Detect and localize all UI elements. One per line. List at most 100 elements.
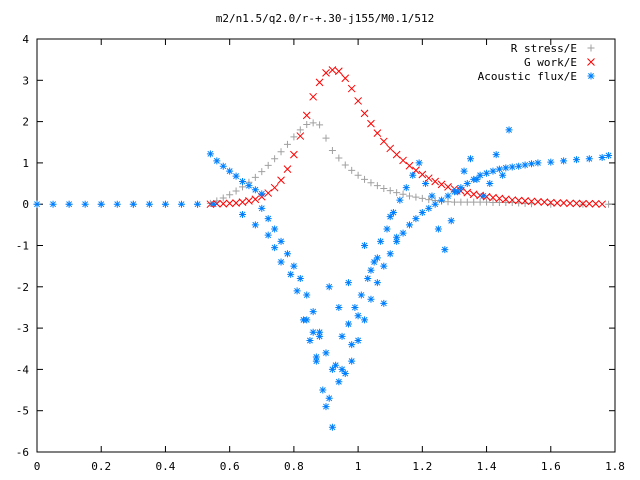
- acoustic-flux-point: [113, 200, 121, 208]
- acoustic-flux-point: [393, 233, 401, 241]
- acoustic-flux-point: [245, 182, 253, 190]
- g-work-point: [501, 195, 510, 204]
- r-stress-point: [251, 173, 259, 181]
- r-stress-point: [502, 199, 510, 207]
- acoustic-flux-point: [354, 312, 362, 320]
- acoustic-flux-point: [402, 184, 410, 192]
- acoustic-flux-point: [316, 328, 324, 336]
- series-layer: [33, 66, 613, 431]
- y-tick-label: 3: [22, 74, 29, 87]
- g-work-point: [508, 196, 517, 204]
- r-stress-point: [290, 133, 298, 141]
- acoustic-flux-point: [239, 211, 247, 219]
- acoustic-flux-point: [528, 160, 536, 168]
- g-work-point: [463, 188, 472, 197]
- acoustic-flux-point: [319, 386, 327, 394]
- acoustic-flux-point: [316, 332, 324, 340]
- acoustic-flux-point: [338, 332, 346, 340]
- r-stress-point: [489, 199, 497, 207]
- r-stress-point: [316, 121, 324, 129]
- acoustic-flux-point: [161, 200, 169, 208]
- r-stress-point: [495, 199, 503, 207]
- r-stress-point: [348, 166, 356, 174]
- r-stress-point: [418, 194, 426, 202]
- r-stress-point: [322, 134, 330, 142]
- acoustic-flux-point: [219, 162, 227, 170]
- r-stress-point: [367, 179, 375, 187]
- acoustic-flux-point: [473, 175, 481, 183]
- acoustic-flux-point: [508, 163, 516, 171]
- acoustic-flux-point: [373, 279, 381, 287]
- g-work-point: [309, 92, 318, 101]
- g-work-point: [296, 132, 305, 140]
- g-work-point: [315, 78, 324, 87]
- acoustic-flux-point: [585, 155, 593, 163]
- g-work-point: [322, 69, 330, 77]
- acoustic-flux-point: [277, 237, 285, 245]
- acoustic-flux-point: [361, 316, 369, 324]
- g-work-point: [495, 194, 504, 203]
- g-work-point: [367, 119, 375, 128]
- x-tick-label: 0.8: [284, 460, 304, 473]
- acoustic-flux-point: [447, 217, 455, 225]
- acoustic-flux-point: [499, 171, 507, 179]
- acoustic-flux-point: [489, 167, 497, 175]
- g-work-point: [360, 109, 369, 118]
- y-tick-label: -4: [16, 363, 30, 376]
- r-stress-point: [386, 187, 394, 195]
- g-work-point: [598, 200, 607, 209]
- g-work-point: [559, 199, 568, 207]
- r-stress-point: [354, 171, 362, 179]
- acoustic-flux-point: [502, 164, 510, 172]
- g-work-point: [270, 183, 279, 192]
- y-tick-label: 2: [22, 116, 29, 129]
- g-work-point: [232, 199, 240, 207]
- x-tick-label: 0.2: [91, 460, 111, 473]
- g-work-point: [546, 198, 555, 207]
- acoustic-flux-point: [129, 200, 137, 208]
- acoustic-flux-point: [377, 237, 385, 245]
- acoustic-flux-point: [560, 157, 568, 165]
- acoustic-flux-point: [370, 258, 378, 266]
- g-work-point: [585, 199, 594, 208]
- series-2: [33, 126, 613, 431]
- acoustic-flux-point: [145, 200, 153, 208]
- acoustic-flux-point: [393, 237, 401, 245]
- g-work-point: [341, 74, 350, 83]
- acoustic-flux-point: [389, 208, 397, 216]
- r-stress-point: [341, 161, 349, 169]
- acoustic-flux-point: [476, 171, 484, 179]
- acoustic-flux-point: [264, 231, 272, 239]
- legend-label: G work/E: [524, 56, 577, 69]
- series-0: [33, 119, 613, 208]
- r-stress-point: [258, 168, 266, 176]
- g-work-point: [347, 84, 356, 93]
- acoustic-flux-point: [438, 196, 446, 204]
- g-work-point: [437, 180, 446, 189]
- acoustic-flux-point: [412, 215, 420, 223]
- acoustic-flux-point: [348, 357, 356, 365]
- acoustic-flux-point: [344, 279, 352, 287]
- acoustic-flux-point: [364, 275, 372, 283]
- acoustic-flux-point: [409, 171, 417, 179]
- g-work-point: [373, 129, 382, 138]
- acoustic-flux-point: [373, 254, 381, 262]
- acoustic-flux-point: [457, 184, 465, 192]
- acoustic-flux-point: [306, 336, 314, 344]
- acoustic-flux-point: [213, 157, 221, 165]
- x-tick-label: 1: [355, 460, 362, 473]
- r-stress-point: [309, 119, 317, 127]
- r-stress-point: [373, 182, 381, 190]
- r-stress-point: [328, 147, 336, 155]
- y-tick-label: -3: [16, 322, 29, 335]
- acoustic-flux-point: [460, 167, 468, 175]
- acoustic-flux-point: [309, 308, 317, 316]
- acoustic-flux-point: [463, 180, 471, 188]
- g-work-point: [386, 144, 395, 153]
- acoustic-flux-point: [325, 394, 333, 402]
- acoustic-flux-point: [271, 225, 279, 233]
- acoustic-flux-point: [354, 336, 362, 344]
- g-work-point: [553, 199, 562, 207]
- r-stress-point: [296, 126, 304, 134]
- acoustic-flux-point: [367, 266, 375, 274]
